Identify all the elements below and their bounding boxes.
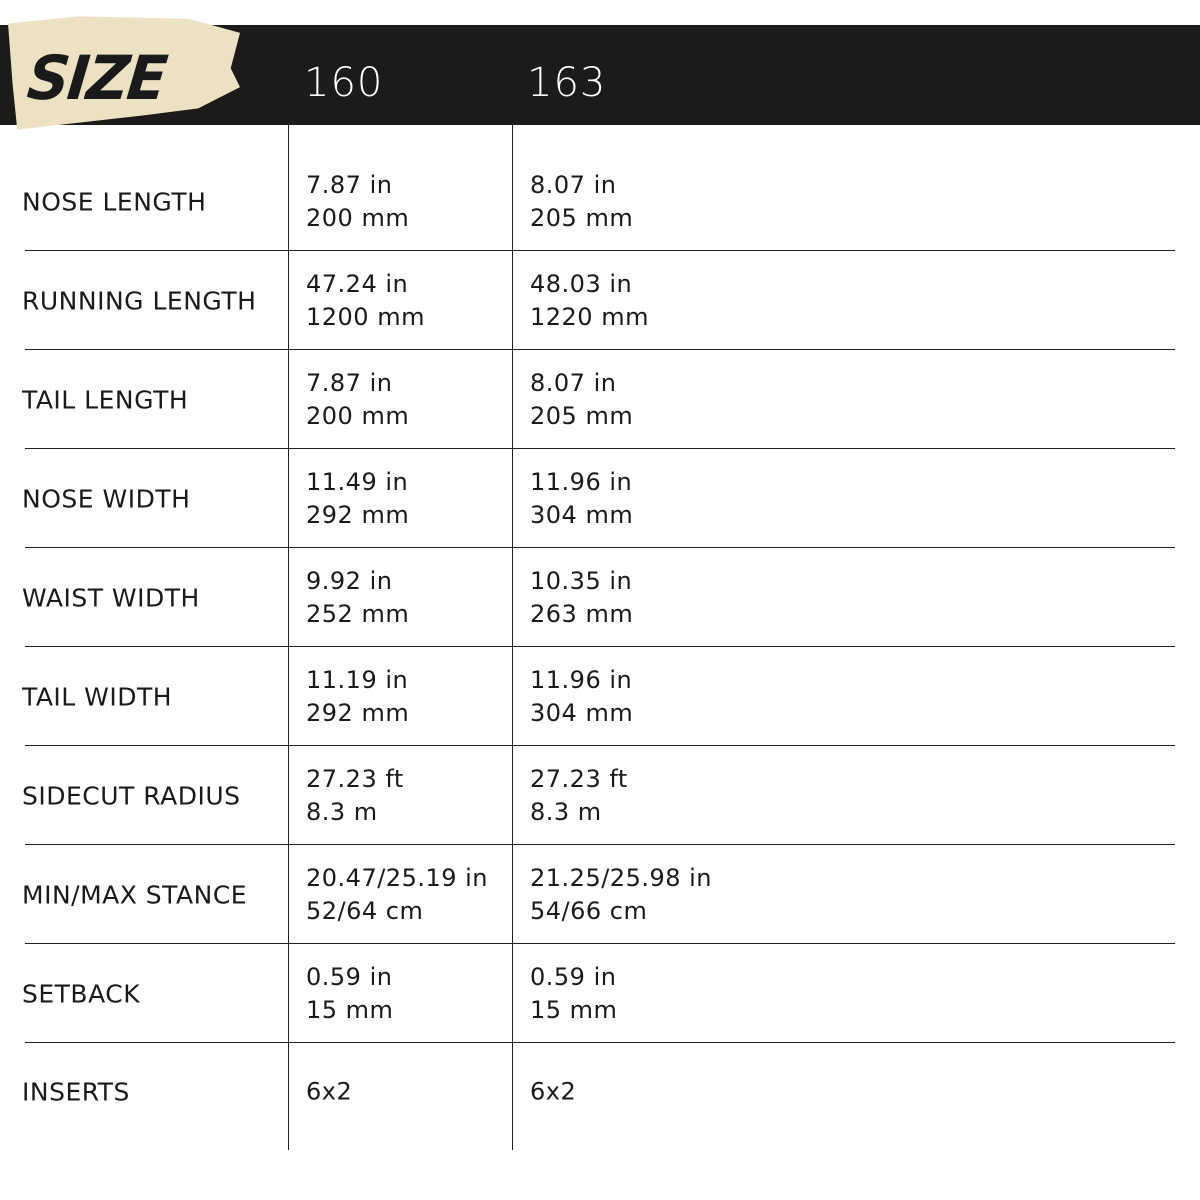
row-divider	[25, 844, 1175, 845]
size-163-header: 163	[527, 60, 607, 106]
row-divider	[25, 745, 1175, 746]
value-imperial: 9.92 in	[306, 567, 393, 595]
value-cell-163: 6x2	[530, 1076, 576, 1109]
value-metric: 8.3 m	[530, 798, 602, 826]
size-160-header: 160	[304, 60, 384, 106]
row-label: NOSE WIDTH	[22, 484, 191, 514]
row-label: SIDECUT RADIUS	[22, 781, 241, 811]
table-row: SIDECUT RADIUS 27.23 ft 8.3 m 27.23 ft 8.3 m	[0, 746, 1200, 845]
value-metric: 200 mm	[306, 402, 410, 430]
value-metric: 304 mm	[530, 699, 634, 727]
value-metric: 1220 mm	[530, 303, 649, 331]
value-metric: 200 mm	[306, 204, 410, 232]
value-imperial: 7.87 in	[306, 171, 393, 199]
table-row: MIN/MAX STANCE 20.47/25.19 in 52/64 cm 21.2…	[0, 845, 1200, 944]
value-imperial: 11.19 in	[306, 666, 409, 694]
value-imperial: 11.96 in	[530, 468, 633, 496]
value-cell-160: 47.24 in 1200 mm	[306, 268, 425, 334]
value-imperial: 11.96 in	[530, 666, 633, 694]
value-cell-163: 10.35 in 263 mm	[530, 565, 633, 631]
value-imperial: 0.59 in	[530, 963, 617, 991]
value-cell-163: 21.25/25.98 in 54/66 cm	[530, 862, 712, 928]
table-row: TAIL LENGTH 7.87 in 200 mm 8.07 in 205 mm	[0, 350, 1200, 449]
value-metric: 252 mm	[306, 600, 410, 628]
table-row: NOSE WIDTH 11.49 in 292 mm 11.96 in 304 mm	[0, 449, 1200, 548]
value-cell-160: 7.87 in 200 mm	[306, 367, 409, 433]
value-imperial: 21.25/25.98 in	[530, 864, 713, 892]
value-imperial: 48.03 in	[530, 270, 633, 298]
row-label: RUNNING LENGTH	[22, 286, 257, 316]
row-label: SETBACK	[22, 979, 141, 1009]
value-metric: 54/66 cm	[530, 897, 648, 925]
value-imperial: 27.23 ft	[306, 765, 404, 793]
value-imperial: 20.47/25.19 in	[306, 864, 489, 892]
size-logo: SIZE	[24, 42, 169, 114]
value-imperial: 27.23 ft	[530, 765, 628, 793]
row-label: MIN/MAX STANCE	[22, 880, 248, 910]
value-cell-160: 9.92 in 252 mm	[306, 565, 409, 631]
value-metric: 304 mm	[530, 501, 634, 529]
value-cell-160: 11.19 in 292 mm	[306, 664, 409, 730]
value-cell-163: 11.96 in 304 mm	[530, 664, 633, 730]
value-metric: 263 mm	[530, 600, 634, 628]
value-cell-163: 48.03 in 1220 mm	[530, 268, 649, 334]
value-cell-160: 27.23 ft 8.3 m	[306, 763, 404, 829]
value-metric: 52/64 cm	[306, 897, 424, 925]
value-cell-163: 11.96 in 304 mm	[530, 466, 633, 532]
value-metric: 292 mm	[306, 501, 410, 529]
value-imperial: 7.87 in	[306, 369, 393, 397]
value-cell-160: 11.49 in 292 mm	[306, 466, 409, 532]
value-metric: 1200 mm	[306, 303, 425, 331]
value-cell-163: 27.23 ft 8.3 m	[530, 763, 628, 829]
row-divider	[25, 943, 1175, 944]
value-imperial: 0.59 in	[306, 963, 393, 991]
value-imperial: 10.35 in	[530, 567, 633, 595]
value-imperial: 47.24 in	[306, 270, 409, 298]
value-cell-160: 7.87 in 200 mm	[306, 169, 409, 235]
value-imperial: 6x2	[530, 1077, 577, 1106]
table-row: NOSE LENGTH 7.87 in 200 mm 8.07 in 205 mm	[0, 125, 1200, 251]
table-row: RUNNING LENGTH 47.24 in 1200 mm 48.03 in 122…	[0, 251, 1200, 350]
value-metric: 292 mm	[306, 699, 410, 727]
row-divider	[25, 1042, 1175, 1043]
value-cell-160: 0.59 in 15 mm	[306, 961, 393, 1027]
row-label: INSERTS	[22, 1077, 130, 1107]
row-divider	[25, 646, 1175, 647]
column-divider	[512, 125, 513, 1150]
value-metric: 205 mm	[530, 204, 634, 232]
row-divider	[25, 547, 1175, 548]
value-cell-163: 8.07 in 205 mm	[530, 169, 633, 235]
row-divider	[25, 250, 1175, 251]
row-label: TAIL LENGTH	[22, 385, 189, 415]
value-cell-160: 6x2	[306, 1076, 352, 1109]
value-metric: 8.3 m	[306, 798, 378, 826]
row-label: NOSE LENGTH	[22, 187, 207, 217]
value-metric: 15 mm	[306, 996, 394, 1024]
value-imperial: 6x2	[306, 1077, 353, 1106]
column-divider	[288, 125, 289, 1150]
table-row: WAIST WIDTH 9.92 in 252 mm 10.35 in 263 mm	[0, 548, 1200, 647]
value-imperial: 8.07 in	[530, 369, 617, 397]
value-metric: 15 mm	[530, 996, 618, 1024]
value-cell-160: 20.47/25.19 in 52/64 cm	[306, 862, 488, 928]
row-divider	[25, 349, 1175, 350]
value-cell-163: 8.07 in 205 mm	[530, 367, 633, 433]
table-row: TAIL WIDTH 11.19 in 292 mm 11.96 in 304 mm	[0, 647, 1200, 746]
value-cell-163: 0.59 in 15 mm	[530, 961, 617, 1027]
row-divider	[25, 448, 1175, 449]
value-metric: 205 mm	[530, 402, 634, 430]
table-row: SETBACK 0.59 in 15 mm 0.59 in 15 mm	[0, 944, 1200, 1043]
row-label: WAIST WIDTH	[22, 583, 200, 613]
value-imperial: 11.49 in	[306, 468, 409, 496]
table-row: INSERTS 6x2 6x2	[0, 1043, 1200, 1150]
value-imperial: 8.07 in	[530, 171, 617, 199]
row-label: TAIL WIDTH	[22, 682, 173, 712]
